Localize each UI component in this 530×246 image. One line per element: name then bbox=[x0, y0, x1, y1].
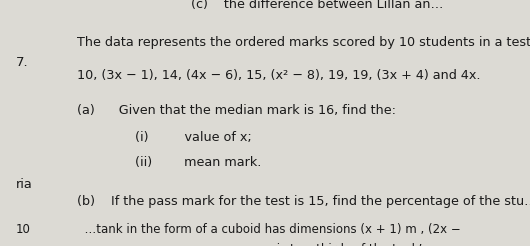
Text: (ii)        mean mark.: (ii) mean mark. bbox=[135, 155, 261, 169]
Text: 10: 10 bbox=[16, 223, 31, 236]
Text: …tank in the form of a cuboid has dimensions (x + 1) m , (2x −: …tank in the form of a cuboid has dimens… bbox=[77, 223, 461, 236]
Text: (a)      Given that the median mark is 16, find the:: (a) Given that the median mark is 16, fi… bbox=[77, 104, 396, 117]
Text: The data represents the ordered marks scored by 10 students in a test:: The data represents the ordered marks sc… bbox=[77, 36, 530, 49]
Text: …is two-thirds of the tank’s capac…: …is two-thirds of the tank’s capac… bbox=[265, 243, 479, 246]
Text: (c)    the difference between Lillan an…: (c) the difference between Lillan an… bbox=[191, 0, 443, 11]
Text: 7.: 7. bbox=[16, 56, 29, 69]
Text: ria: ria bbox=[16, 178, 33, 191]
Text: 10, (3x − 1), 14, (4x − 6), 15, (x² − 8), 19, 19, (3x + 4) and 4x.: 10, (3x − 1), 14, (4x − 6), 15, (x² − 8)… bbox=[77, 69, 480, 82]
Text: (b)    If the pass mark for the test is 15, find the percentage of the stu…: (b) If the pass mark for the test is 15,… bbox=[77, 195, 530, 208]
Text: (i)         value of x;: (i) value of x; bbox=[135, 131, 252, 144]
